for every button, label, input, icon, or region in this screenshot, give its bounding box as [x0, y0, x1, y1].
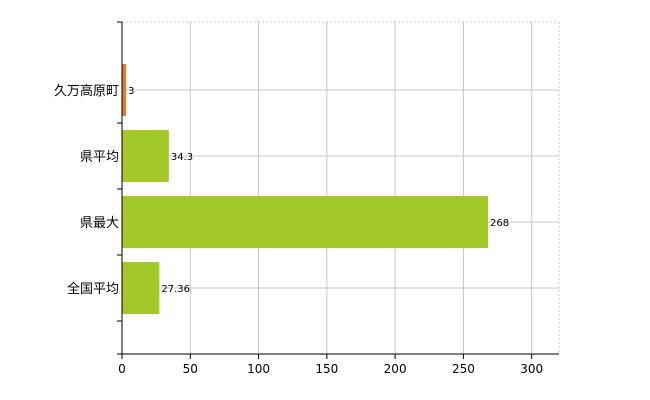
bar: [122, 130, 169, 182]
data-label: 268: [490, 218, 509, 229]
x-tick-label: 50: [183, 362, 198, 376]
x-tick-label: 250: [452, 362, 475, 376]
data-label: 3: [128, 86, 134, 97]
x-tick-label: 100: [247, 362, 270, 376]
x-tick-label: 150: [315, 362, 338, 376]
bar: [122, 196, 488, 248]
x-tick-label: 300: [520, 362, 543, 376]
x-axis-ticks: 0 50 100 150 200 250 300: [118, 354, 543, 376]
bar: [122, 64, 127, 116]
x-tick-label: 0: [118, 362, 126, 376]
data-label: 27.36: [161, 284, 190, 295]
grid-lines: [122, 21, 560, 354]
category-label: 県平均: [80, 150, 119, 165]
x-tick-label: 200: [384, 362, 407, 376]
bar: [122, 262, 160, 314]
category-label: 県最大: [80, 216, 119, 231]
category-label: 久万高原町: [54, 83, 119, 99]
data-labels: 3 34.3 268 27.36: [128, 86, 509, 295]
category-label: 全国平均: [67, 281, 119, 297]
axes: [117, 21, 559, 355]
bars: [122, 64, 488, 314]
data-label: 34.3: [171, 152, 193, 163]
